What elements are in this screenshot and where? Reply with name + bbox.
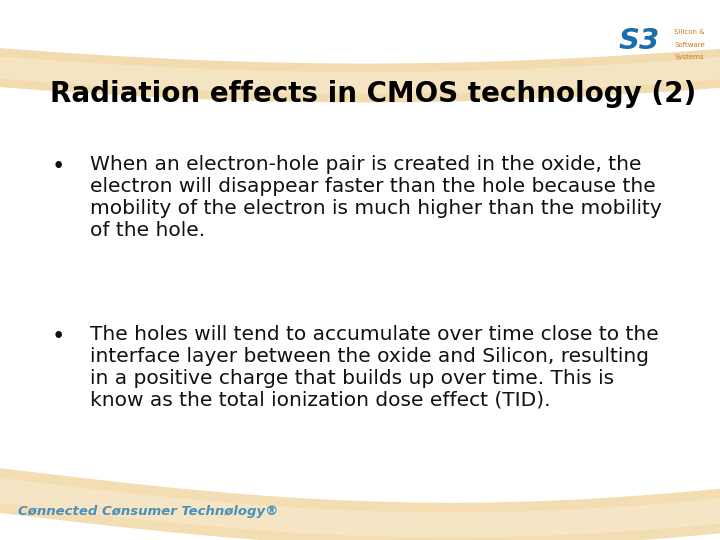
Text: mobility of the electron is much higher than the mobility: mobility of the electron is much higher …	[90, 199, 662, 218]
Text: of the hole.: of the hole.	[90, 221, 205, 240]
Text: know as the total ionization dose effect (TID).: know as the total ionization dose effect…	[90, 391, 551, 410]
Text: Silicon &: Silicon &	[675, 29, 706, 36]
Text: electron will disappear faster than the hole because the: electron will disappear faster than the …	[90, 177, 656, 196]
Text: The holes will tend to accumulate over time close to the: The holes will tend to accumulate over t…	[90, 325, 659, 344]
Text: Software: Software	[675, 42, 706, 48]
Text: in a positive charge that builds up over time. This is: in a positive charge that builds up over…	[90, 369, 614, 388]
Text: •: •	[52, 155, 66, 178]
Text: S3: S3	[619, 27, 660, 55]
Text: When an electron-hole pair is created in the oxide, the: When an electron-hole pair is created in…	[90, 155, 642, 174]
Text: Cønnected Cønsumer Technølogy®: Cønnected Cønsumer Technølogy®	[18, 505, 279, 518]
Text: Radiation effects in CMOS technology (2): Radiation effects in CMOS technology (2)	[50, 80, 696, 108]
Text: Systems: Systems	[675, 53, 704, 60]
Text: interface layer between the oxide and Silicon, resulting: interface layer between the oxide and Si…	[90, 347, 649, 366]
Text: •: •	[52, 325, 66, 348]
